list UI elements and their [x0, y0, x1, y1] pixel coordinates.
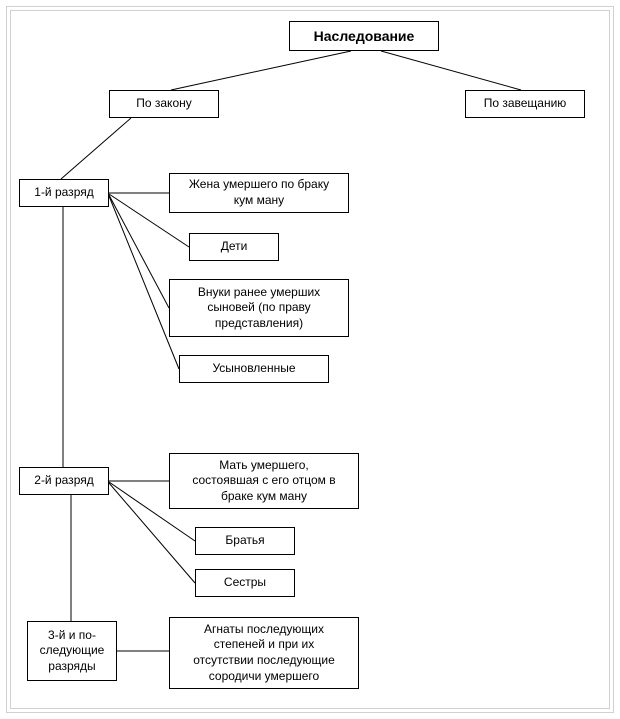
edge-2 [61, 118, 131, 179]
branch-by-will: По завещанию [465, 90, 585, 118]
item-cat2-5: Братья [195, 527, 295, 555]
item-cat2-6: Сестры [195, 569, 295, 597]
diagram-canvas: Наследование По закону По завещанию 1-й раз… [10, 10, 610, 709]
item-cat2-4: Мать умершего, состоявшая с его отцом в … [169, 453, 359, 509]
branch-by-law: По закону [109, 90, 219, 118]
outer-frame: Наследование По закону По завещанию 1-й раз… [6, 6, 614, 713]
category-cat3: 3-й и по- следующие разряды [27, 621, 117, 681]
item-cat3-7: Агнаты последующих степеней и при их отс… [169, 617, 359, 689]
item-cat1-0: Жена умершего по браку кум ману [169, 173, 349, 213]
edge-5 [109, 195, 169, 308]
edge-0 [171, 51, 351, 90]
root-node: Наследование [289, 21, 439, 51]
item-cat1-3: Усыновленные [179, 355, 329, 383]
item-cat1-1: Дети [189, 233, 279, 261]
category-cat1: 1-й разряд [19, 179, 109, 207]
item-cat1-2: Внуки ранее умерших сыновей (по праву пр… [169, 279, 349, 337]
edge-1 [381, 51, 521, 90]
category-cat2: 2-й разряд [19, 467, 109, 495]
